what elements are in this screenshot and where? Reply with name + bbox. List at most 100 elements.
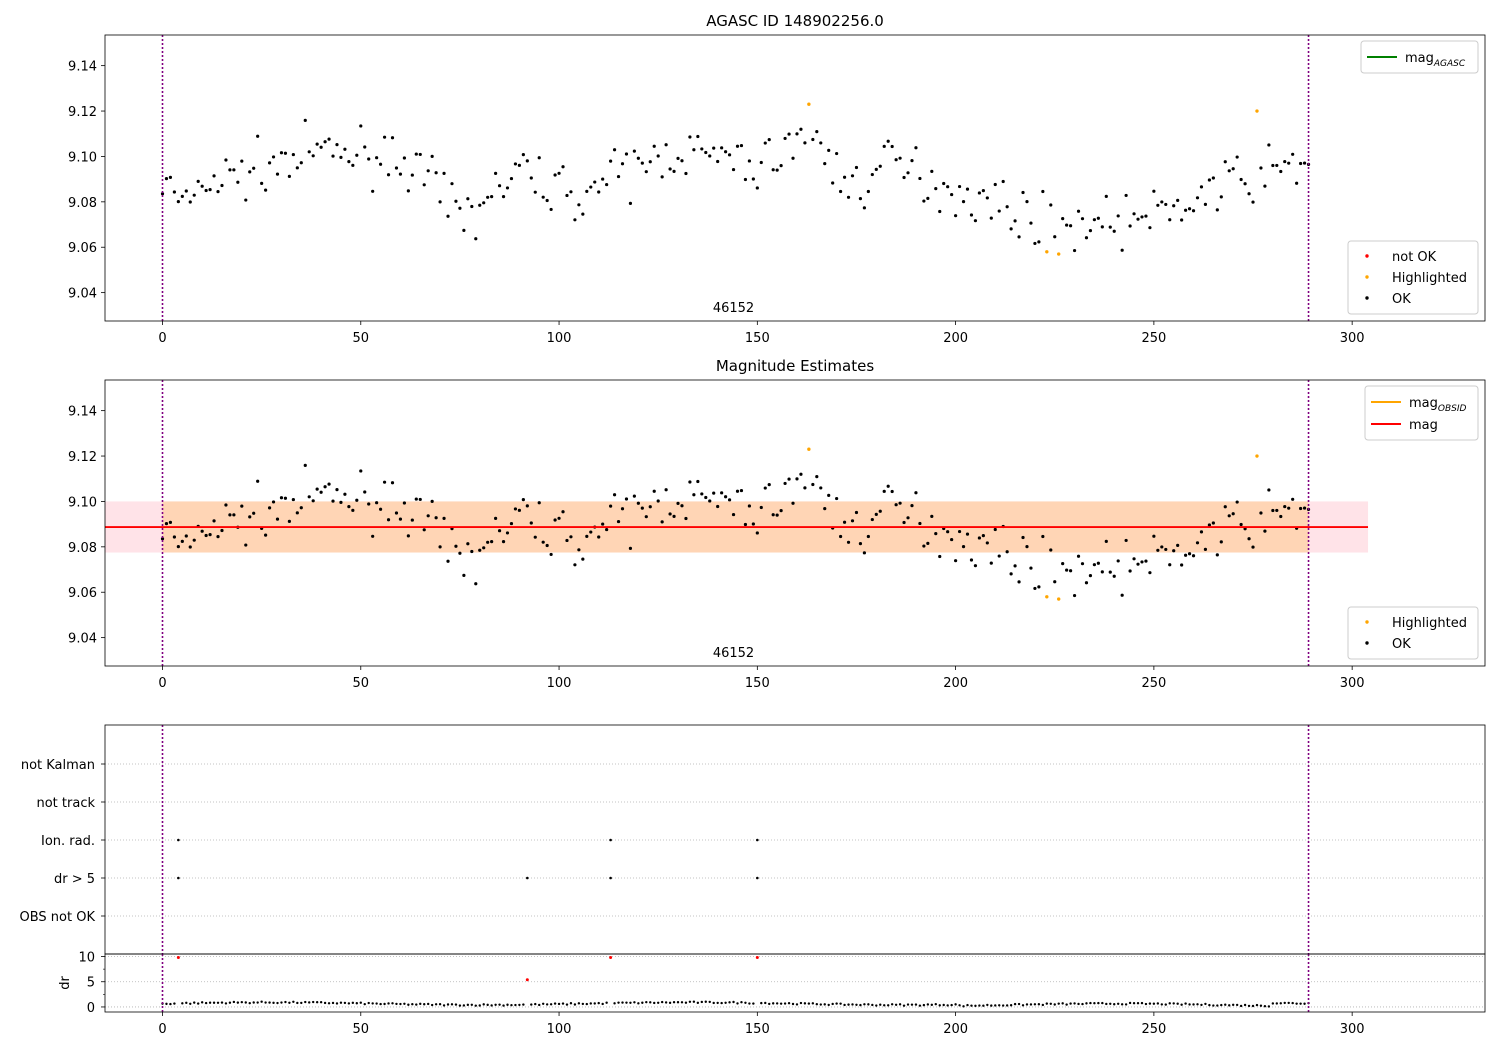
ok-point <box>1132 557 1136 561</box>
ok-point <box>414 497 418 501</box>
ok-point <box>204 533 208 538</box>
panel-title: Magnitude Estimates <box>716 357 874 375</box>
ok-point <box>1176 543 1180 547</box>
ok-point <box>331 154 335 158</box>
ok-point <box>846 195 851 199</box>
dr-point <box>296 1001 299 1005</box>
highlighted-point <box>1255 109 1259 113</box>
ok-point <box>755 186 759 190</box>
ok-point <box>724 150 728 154</box>
ok-point <box>1025 199 1029 204</box>
dr-point <box>1184 1002 1187 1005</box>
ok-point <box>969 213 974 217</box>
dr-point <box>204 1001 208 1005</box>
ok-point <box>379 162 383 166</box>
ok-point <box>680 504 684 508</box>
ok-point <box>934 532 938 536</box>
dr-point <box>387 1002 390 1005</box>
ok-point <box>164 522 169 526</box>
ok-point <box>406 534 410 538</box>
legend-marker-swatch <box>1365 641 1369 645</box>
ok-point <box>922 544 926 548</box>
dr-point <box>1188 1003 1191 1006</box>
ok-point <box>279 496 284 500</box>
ok-point <box>969 558 974 562</box>
ok-point <box>430 154 434 158</box>
ok-point <box>628 546 633 550</box>
ok-point <box>747 504 751 508</box>
ok-point <box>1037 585 1041 589</box>
ok-point <box>585 189 589 193</box>
ok-point <box>1001 179 1005 184</box>
x-tick-label: 300 <box>1340 676 1365 691</box>
ok-point <box>509 176 514 181</box>
x-tick-label: 200 <box>943 331 968 346</box>
ok-point <box>731 512 736 517</box>
ok-point <box>894 158 898 162</box>
ok-point <box>355 498 359 502</box>
x-tick-label: 50 <box>353 676 370 691</box>
dr-point <box>894 1003 898 1006</box>
ok-point <box>347 160 351 164</box>
ok-point <box>1215 553 1219 557</box>
ok-point <box>1184 553 1188 557</box>
dr-point <box>419 1002 422 1006</box>
dr-point <box>228 1001 232 1004</box>
ok-point <box>478 203 482 207</box>
dr-point <box>637 1002 640 1005</box>
ok-point <box>267 506 272 510</box>
ok-point <box>287 519 291 523</box>
dr-point <box>319 1001 323 1004</box>
x-tick-label: 50 <box>353 331 370 346</box>
ok-point <box>902 175 906 180</box>
dr-point <box>1013 1002 1017 1006</box>
dr-point <box>771 1002 775 1005</box>
ok-point <box>1072 593 1077 598</box>
ok-point <box>1283 504 1287 509</box>
ok-point <box>1235 155 1239 159</box>
dr-point <box>934 1002 937 1006</box>
dr-point <box>478 1004 481 1007</box>
dr-point <box>605 1001 608 1004</box>
flag-point <box>177 838 180 842</box>
dr-point <box>902 1004 906 1007</box>
dr-point <box>1093 1002 1096 1005</box>
ok-point <box>212 519 216 523</box>
dr-point <box>1283 1001 1286 1005</box>
dr-point <box>1267 1005 1271 1008</box>
dr-point <box>744 1001 747 1005</box>
ok-point <box>1235 500 1239 504</box>
ok-point <box>422 183 426 187</box>
ok-point <box>957 529 962 534</box>
ok-point <box>1049 548 1053 552</box>
dr-point <box>811 1002 815 1005</box>
ok-point <box>739 488 744 493</box>
ok-point <box>950 192 954 197</box>
highlighted-point <box>807 102 811 106</box>
ok-point <box>367 502 371 506</box>
ok-point <box>981 189 985 193</box>
dr-point <box>193 1001 196 1004</box>
dr-point <box>1057 1002 1060 1005</box>
ok-point <box>795 132 799 136</box>
ok-point <box>708 499 712 503</box>
ok-point <box>1084 581 1089 585</box>
ok-point <box>565 193 569 198</box>
ok-point <box>267 161 272 165</box>
ok-point <box>561 510 565 514</box>
dr-point <box>938 1004 941 1007</box>
ok-point <box>605 527 609 532</box>
ok-point <box>1013 564 1017 568</box>
dr-point <box>1287 1001 1290 1005</box>
dr-point <box>200 1001 204 1004</box>
ok-point <box>307 495 311 499</box>
dr-point <box>672 1001 676 1004</box>
ok-point <box>176 200 180 204</box>
x-tick-label: 300 <box>1340 1022 1365 1037</box>
ok-point <box>283 496 288 500</box>
ok-point <box>609 504 613 508</box>
ok-point <box>624 152 629 156</box>
dr-point <box>395 1002 398 1006</box>
ok-point <box>870 517 874 522</box>
ok-point <box>839 189 843 194</box>
